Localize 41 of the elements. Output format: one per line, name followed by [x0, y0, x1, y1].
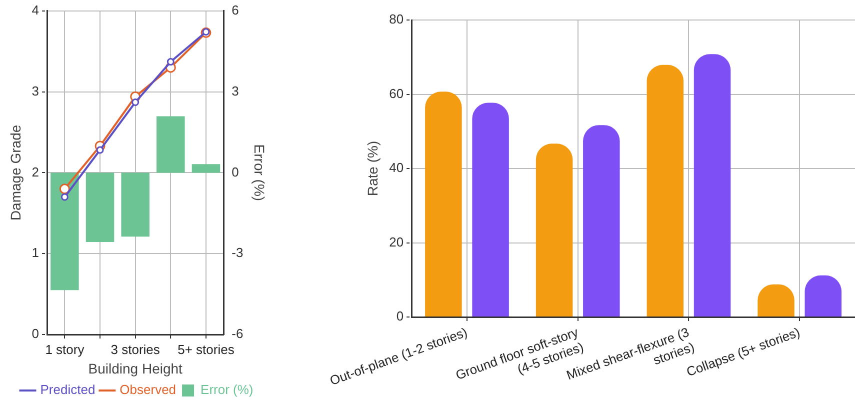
y-tick-label: 0: [32, 326, 40, 342]
bar: [156, 116, 185, 173]
bar: [694, 54, 731, 317]
y-tick-label: 20: [389, 234, 404, 250]
point: [96, 146, 104, 154]
y-tick-label: 80: [389, 12, 404, 27]
bar: [50, 172, 79, 290]
bar: [472, 102, 509, 317]
y-tick-label: 2: [32, 164, 40, 180]
bar: [536, 144, 573, 317]
bar: [86, 172, 114, 242]
bar: [646, 64, 684, 317]
y-tick-label: 1: [32, 245, 40, 260]
legend-label: Error (%): [200, 382, 254, 398]
x-tick-label: 3 stories: [110, 342, 160, 357]
point: [59, 184, 70, 194]
x-tick-label: 5+ stories: [178, 342, 235, 357]
y-tick-label: 40: [389, 160, 404, 176]
y2-tick-label: 0: [232, 164, 239, 180]
y-tick-label: 3: [32, 83, 40, 98]
x-tick-label: 1 story: [45, 342, 85, 357]
bar: [425, 92, 462, 317]
y-tick-label: 4: [32, 2, 40, 18]
legend-label: Observed: [120, 382, 176, 398]
y-axis-title: Rate (%): [364, 140, 381, 196]
x-axis-title: Building Height: [88, 360, 183, 376]
point: [166, 58, 174, 66]
bar: [121, 172, 150, 237]
y2-tick-label: 6: [232, 2, 239, 18]
bar: [583, 125, 620, 317]
y2-tick-label: -6: [232, 326, 244, 342]
y-tick-label: 0: [396, 308, 404, 324]
point: [60, 193, 68, 201]
y2-axis-title: Error (%): [252, 144, 268, 202]
y-axis-title: Damage Grade: [7, 124, 24, 221]
point: [132, 98, 140, 106]
y2-tick-label: -3: [232, 245, 244, 260]
y-tick-label: 60: [389, 86, 404, 101]
bar: [192, 164, 220, 173]
y2-tick-label: 3: [232, 83, 239, 98]
legend-label: Predicted: [40, 382, 96, 398]
